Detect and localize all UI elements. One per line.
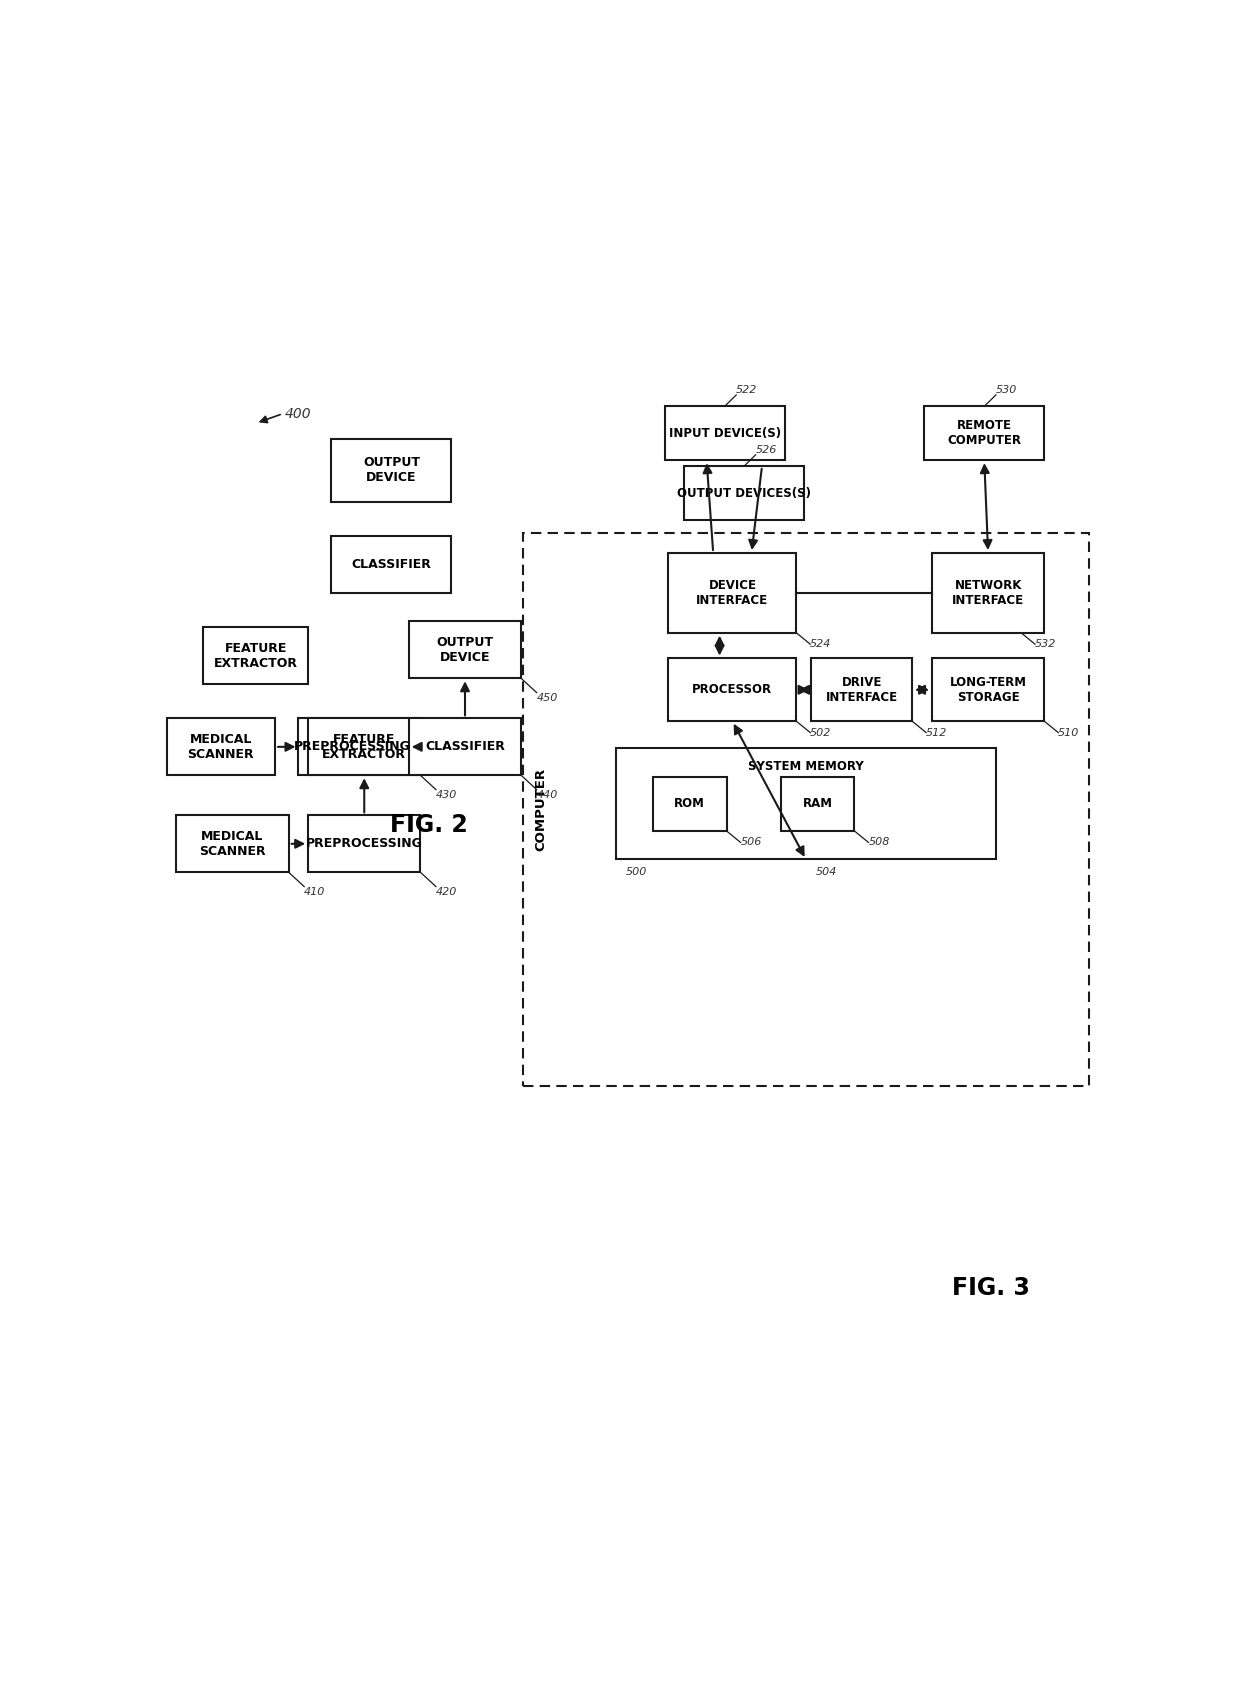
Bar bbox=[811, 659, 913, 721]
Text: CLASSIFIER: CLASSIFIER bbox=[425, 740, 505, 753]
Text: RAM: RAM bbox=[802, 797, 832, 810]
Text: 522: 522 bbox=[737, 384, 758, 394]
Text: 420: 420 bbox=[436, 886, 458, 896]
Text: ROM: ROM bbox=[675, 797, 706, 810]
Text: 510: 510 bbox=[1058, 728, 1080, 738]
Bar bbox=[665, 406, 785, 460]
Bar bbox=[668, 553, 796, 634]
Text: 502: 502 bbox=[810, 728, 832, 738]
Text: 400: 400 bbox=[285, 406, 311, 421]
Text: LONG-TERM
STORAGE: LONG-TERM STORAGE bbox=[950, 676, 1027, 704]
Bar bbox=[668, 659, 796, 721]
Text: 410: 410 bbox=[304, 886, 326, 896]
Text: OUTPUT
DEVICE: OUTPUT DEVICE bbox=[436, 635, 494, 664]
Text: DEVICE
INTERFACE: DEVICE INTERFACE bbox=[697, 580, 769, 607]
Bar bbox=[932, 659, 1044, 721]
Text: FIG. 2: FIG. 2 bbox=[391, 812, 467, 837]
Text: 524: 524 bbox=[810, 639, 832, 649]
Bar bbox=[331, 438, 451, 502]
Text: 450: 450 bbox=[537, 693, 558, 703]
Text: 430: 430 bbox=[436, 790, 458, 800]
Bar bbox=[924, 406, 1044, 460]
Text: PROCESSOR: PROCESSOR bbox=[692, 684, 773, 696]
Text: MEDICAL
SCANNER: MEDICAL SCANNER bbox=[200, 829, 265, 858]
Bar bbox=[203, 627, 308, 684]
Text: 506: 506 bbox=[740, 837, 761, 848]
Bar bbox=[331, 536, 451, 593]
Bar bbox=[684, 467, 804, 521]
Bar bbox=[308, 718, 420, 775]
Text: PREPROCESSING: PREPROCESSING bbox=[306, 837, 423, 851]
Text: MEDICAL
SCANNER: MEDICAL SCANNER bbox=[187, 733, 254, 762]
Text: OUTPUT
DEVICE: OUTPUT DEVICE bbox=[363, 457, 420, 484]
Text: COMPUTER: COMPUTER bbox=[534, 768, 547, 851]
Text: FEATURE
EXTRACTOR: FEATURE EXTRACTOR bbox=[213, 642, 298, 669]
Bar bbox=[616, 748, 996, 859]
Text: OUTPUT DEVICES(S): OUTPUT DEVICES(S) bbox=[677, 487, 811, 499]
Text: INPUT DEVICE(S): INPUT DEVICE(S) bbox=[668, 426, 781, 440]
Text: SYSTEM MEMORY: SYSTEM MEMORY bbox=[748, 760, 864, 773]
Bar bbox=[299, 718, 407, 775]
Bar bbox=[166, 718, 275, 775]
Text: 440: 440 bbox=[537, 790, 558, 800]
Text: NETWORK
INTERFACE: NETWORK INTERFACE bbox=[952, 580, 1024, 607]
Text: FIG. 3: FIG. 3 bbox=[952, 1276, 1030, 1301]
Text: 504: 504 bbox=[816, 868, 837, 878]
Text: DRIVE
INTERFACE: DRIVE INTERFACE bbox=[826, 676, 898, 704]
Text: FEATURE
EXTRACTOR: FEATURE EXTRACTOR bbox=[322, 733, 407, 762]
Text: 500: 500 bbox=[626, 868, 647, 878]
Bar bbox=[176, 816, 289, 873]
Text: CLASSIFIER: CLASSIFIER bbox=[351, 558, 432, 571]
Bar bbox=[409, 622, 521, 679]
Bar bbox=[523, 532, 1089, 1087]
Bar bbox=[781, 777, 854, 831]
Bar bbox=[653, 777, 727, 831]
Bar bbox=[932, 553, 1044, 634]
Text: REMOTE
COMPUTER: REMOTE COMPUTER bbox=[947, 420, 1022, 447]
Text: 530: 530 bbox=[996, 384, 1017, 394]
Text: PREPROCESSING: PREPROCESSING bbox=[294, 740, 412, 753]
Bar bbox=[409, 718, 521, 775]
Text: 526: 526 bbox=[755, 445, 777, 455]
Text: 508: 508 bbox=[868, 837, 890, 848]
Text: 532: 532 bbox=[1035, 639, 1056, 649]
Bar bbox=[308, 816, 420, 873]
Text: 512: 512 bbox=[926, 728, 947, 738]
